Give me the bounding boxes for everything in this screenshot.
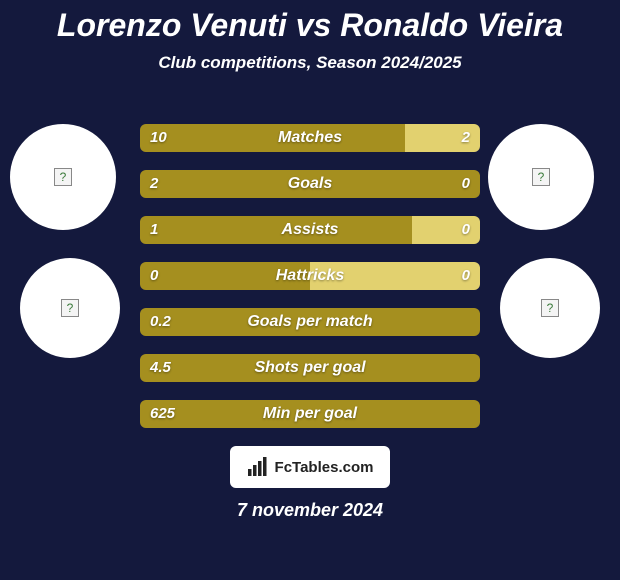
bar-row: Shots per goal4.5: [140, 354, 480, 382]
logo-text: FcTables.com: [275, 459, 374, 476]
right-player-avatar: ?: [488, 124, 594, 230]
bar-segment-left: [140, 354, 480, 382]
bar-track: [140, 216, 480, 244]
bar-row: Goals20: [140, 170, 480, 198]
footer-date: 7 november 2024: [0, 500, 620, 521]
page-title: Lorenzo Venuti vs Ronaldo Vieira: [0, 0, 620, 43]
bar-segment-right: [412, 216, 480, 244]
bar-segment-right: [310, 262, 480, 290]
bar-track: [140, 400, 480, 428]
bar-row: Min per goal625: [140, 400, 480, 428]
comparison-bars: Matches102 Goals20 Assists10 Hattricks00 Goa…: [140, 124, 480, 446]
bar-segment-left: [140, 170, 480, 198]
bar-row: Goals per match0.2: [140, 308, 480, 336]
fctables-logo: FcTables.com: [230, 446, 390, 488]
left-club-avatar: ?: [20, 258, 120, 358]
bar-segment-left: [140, 308, 480, 336]
bar-track: [140, 308, 480, 336]
placeholder-icon: ?: [54, 168, 72, 186]
bar-track: [140, 170, 480, 198]
bar-track: [140, 354, 480, 382]
bar-track: [140, 262, 480, 290]
subtitle: Club competitions, Season 2024/2025: [0, 53, 620, 73]
placeholder-icon: ?: [61, 299, 79, 317]
bar-segment-left: [140, 262, 310, 290]
placeholder-icon: ?: [532, 168, 550, 186]
bar-segment-left: [140, 216, 412, 244]
bar-row: Assists10: [140, 216, 480, 244]
placeholder-icon: ?: [541, 299, 559, 317]
bar-row: Matches102: [140, 124, 480, 152]
bar-track: [140, 124, 480, 152]
bar-segment-left: [140, 400, 480, 428]
bar-chart-icon: [247, 457, 269, 477]
bar-row: Hattricks00: [140, 262, 480, 290]
bar-segment-left: [140, 124, 405, 152]
bar-segment-right: [405, 124, 480, 152]
left-player-avatar: ?: [10, 124, 116, 230]
right-club-avatar: ?: [500, 258, 600, 358]
